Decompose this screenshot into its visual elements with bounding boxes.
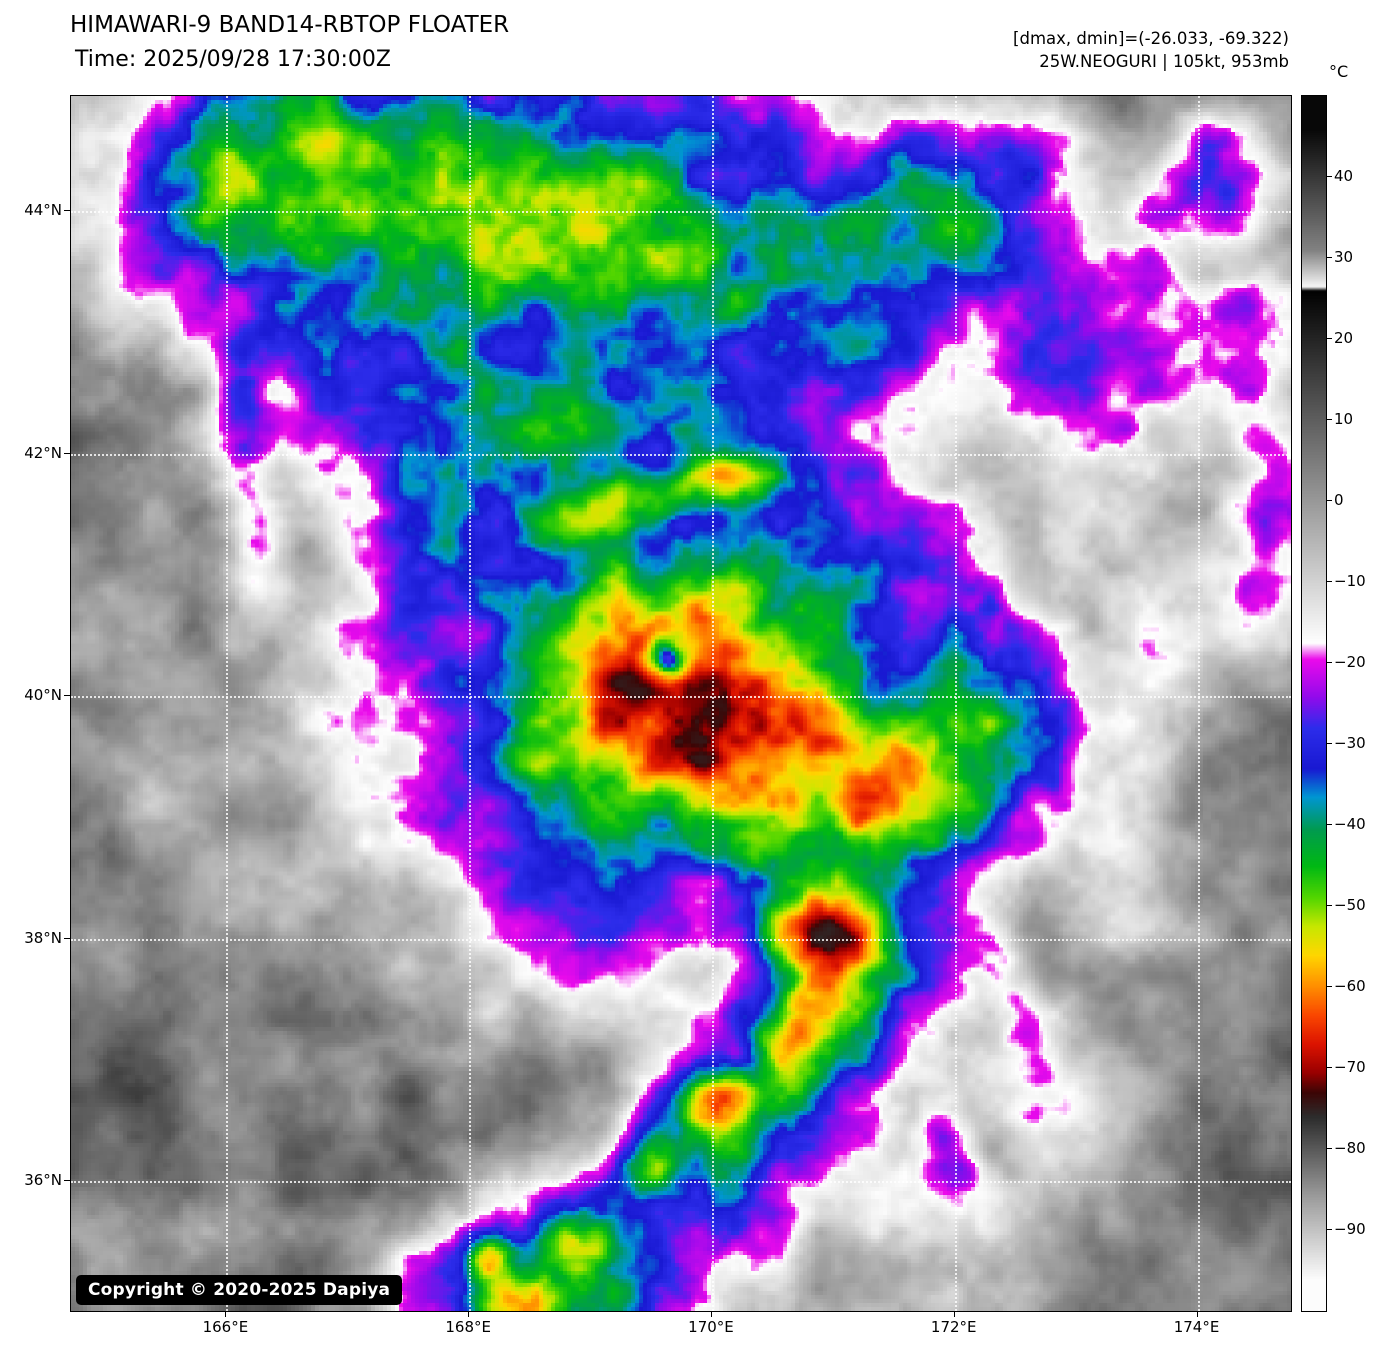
lat-tick [64, 452, 70, 454]
colorbar-tick [1326, 1229, 1332, 1230]
satellite-map-frame: Copyright © 2020-2025 Dapiya [70, 95, 1292, 1312]
colorbar-tick-label: 40 [1334, 167, 1354, 185]
colorbar-tick [1326, 419, 1332, 420]
colorbar [1301, 95, 1327, 1312]
colorbar-tick [1326, 986, 1332, 987]
colorbar-tick [1326, 257, 1332, 258]
lon-tick-label: 168°E [445, 1318, 491, 1336]
colorbar-tick-label: 20 [1334, 329, 1354, 347]
lat-tick [64, 937, 70, 939]
colorbar-tick [1326, 581, 1332, 582]
colorbar-tick-label: −30 [1334, 734, 1366, 752]
lon-tick [710, 1311, 712, 1317]
colorbar-tick-label: −80 [1334, 1139, 1366, 1157]
colorbar-tick-label: −10 [1334, 572, 1366, 590]
colorbar-tick [1326, 905, 1332, 906]
colorbar-tick [1326, 743, 1332, 744]
lon-tick-label: 174°E [1173, 1318, 1220, 1336]
colorbar-tick [1326, 824, 1332, 825]
dmax-dmin-readout: [dmax, dmin]=(-26.033, -69.322) [1013, 29, 1289, 48]
colorbar-tick [1326, 662, 1332, 663]
satellite-imagery [71, 96, 1291, 1311]
lat-tick [64, 210, 70, 212]
colorbar-tick [1326, 338, 1332, 339]
colorbar-tick [1326, 500, 1332, 501]
lat-tick-label: 38°N [24, 928, 62, 947]
copyright-badge: Copyright © 2020-2025 Dapiya [76, 1275, 403, 1305]
colorbar-tick-label: −60 [1334, 977, 1366, 995]
lat-tick-label: 44°N [24, 201, 62, 220]
colorbar-tick-label: 0 [1334, 491, 1344, 509]
colorbar-tick-label: 10 [1334, 410, 1354, 428]
storm-info: 25W.NEOGURI | 105kt, 953mb [1039, 52, 1289, 72]
lat-tick-label: 40°N [24, 686, 62, 705]
lon-tick [225, 1311, 227, 1317]
timestamp: Time: 2025/09/28 17:30:00Z [75, 47, 391, 72]
lon-tick [468, 1311, 470, 1317]
lon-tick [953, 1311, 955, 1317]
colorbar-tick-label: −20 [1334, 653, 1366, 671]
colorbar-tick-label: −40 [1334, 815, 1366, 833]
lat-tick-label: 36°N [24, 1171, 62, 1190]
lat-tick [64, 1180, 70, 1182]
colorbar-tick-label: −50 [1334, 896, 1366, 914]
lat-tick-label: 42°N [24, 443, 62, 462]
header-info: [dmax, dmin]=(-26.033, -69.322) 25W.NEOG… [1013, 27, 1289, 74]
lon-tick [1196, 1311, 1198, 1317]
colorbar-tick [1326, 176, 1332, 177]
lon-tick-label: 170°E [688, 1318, 734, 1336]
lat-tick [64, 695, 70, 697]
lon-tick-label: 172°E [930, 1318, 977, 1336]
colorbar-unit-label: °C [1329, 62, 1349, 81]
colorbar-tick [1326, 1148, 1332, 1149]
colorbar-tick-label: 30 [1334, 248, 1354, 266]
colorbar-tick-label: −90 [1334, 1220, 1366, 1238]
lon-tick-label: 166°E [202, 1318, 249, 1336]
colorbar-tick-label: −70 [1334, 1058, 1366, 1076]
page-title: HIMAWARI-9 BAND14-RBTOP FLOATER [70, 12, 510, 38]
colorbar-tick [1326, 1067, 1332, 1068]
